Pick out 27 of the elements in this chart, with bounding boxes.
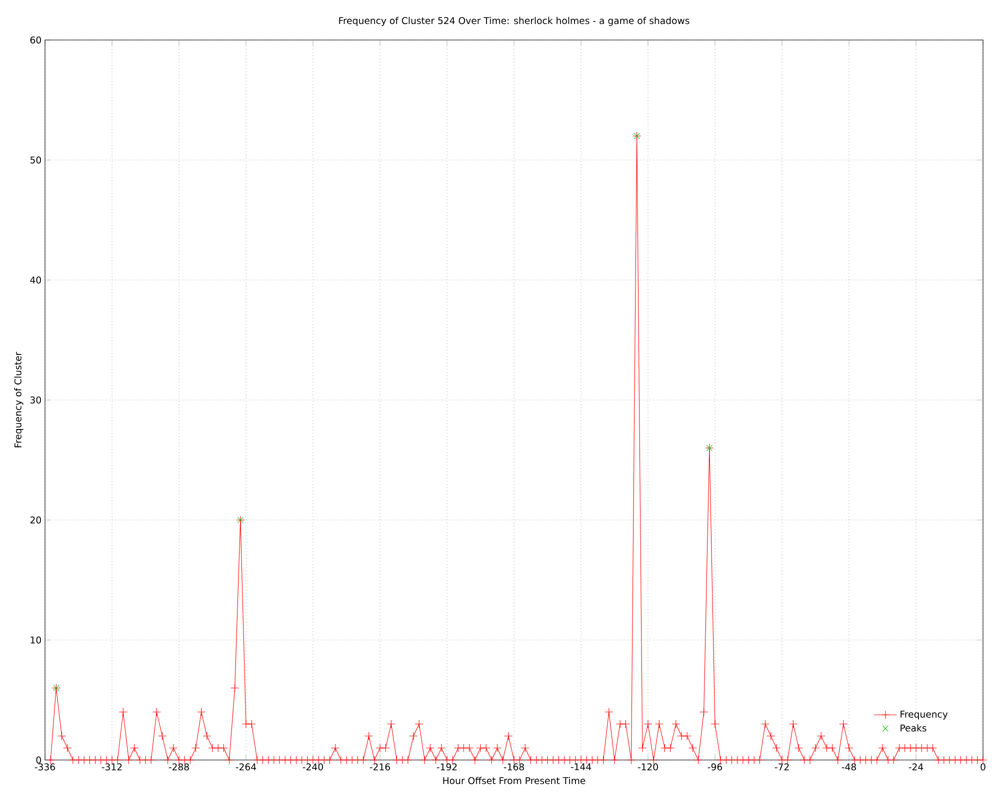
x-tick-label: -72: [774, 763, 789, 770]
x-tick-label: -96: [708, 763, 722, 770]
y-tick-label: 50: [30, 156, 41, 164]
x-tick-label: -48: [842, 763, 856, 770]
x-tick-label: -312: [102, 763, 122, 770]
y-tick-label: 0: [36, 756, 41, 764]
x-tick-label: -288: [168, 763, 189, 770]
x-tick-label: -24: [908, 763, 924, 770]
legend-label: Frequency: [900, 710, 948, 720]
legend-label: Peaks: [900, 724, 926, 732]
y-axis-title: Frequency of Cluster: [14, 352, 24, 448]
x-tick-label: -240: [302, 763, 323, 770]
x-tick-label: -168: [504, 763, 524, 770]
x-tick-label: -264: [236, 763, 256, 770]
y-tick-label: 20: [30, 516, 41, 524]
y-tick-label: 30: [30, 396, 41, 404]
x-tick-label: -216: [370, 763, 390, 770]
y-tick-label: 10: [30, 636, 41, 644]
x-tick-label: 0: [980, 763, 986, 770]
x-axis-title: Hour Offset From Present Time: [443, 776, 586, 784]
x-tick-label: -144: [570, 763, 592, 770]
x-tick-label: -192: [436, 763, 457, 770]
y-tick-label: 60: [30, 36, 41, 44]
y-tick-label: 40: [30, 276, 41, 284]
x-tick-label: -336: [34, 763, 56, 770]
chart-title: Frequency of Cluster 524 Over Time: sherlock holmes - a game of shadows: [339, 16, 690, 26]
x-tick-label: -120: [638, 763, 658, 770]
